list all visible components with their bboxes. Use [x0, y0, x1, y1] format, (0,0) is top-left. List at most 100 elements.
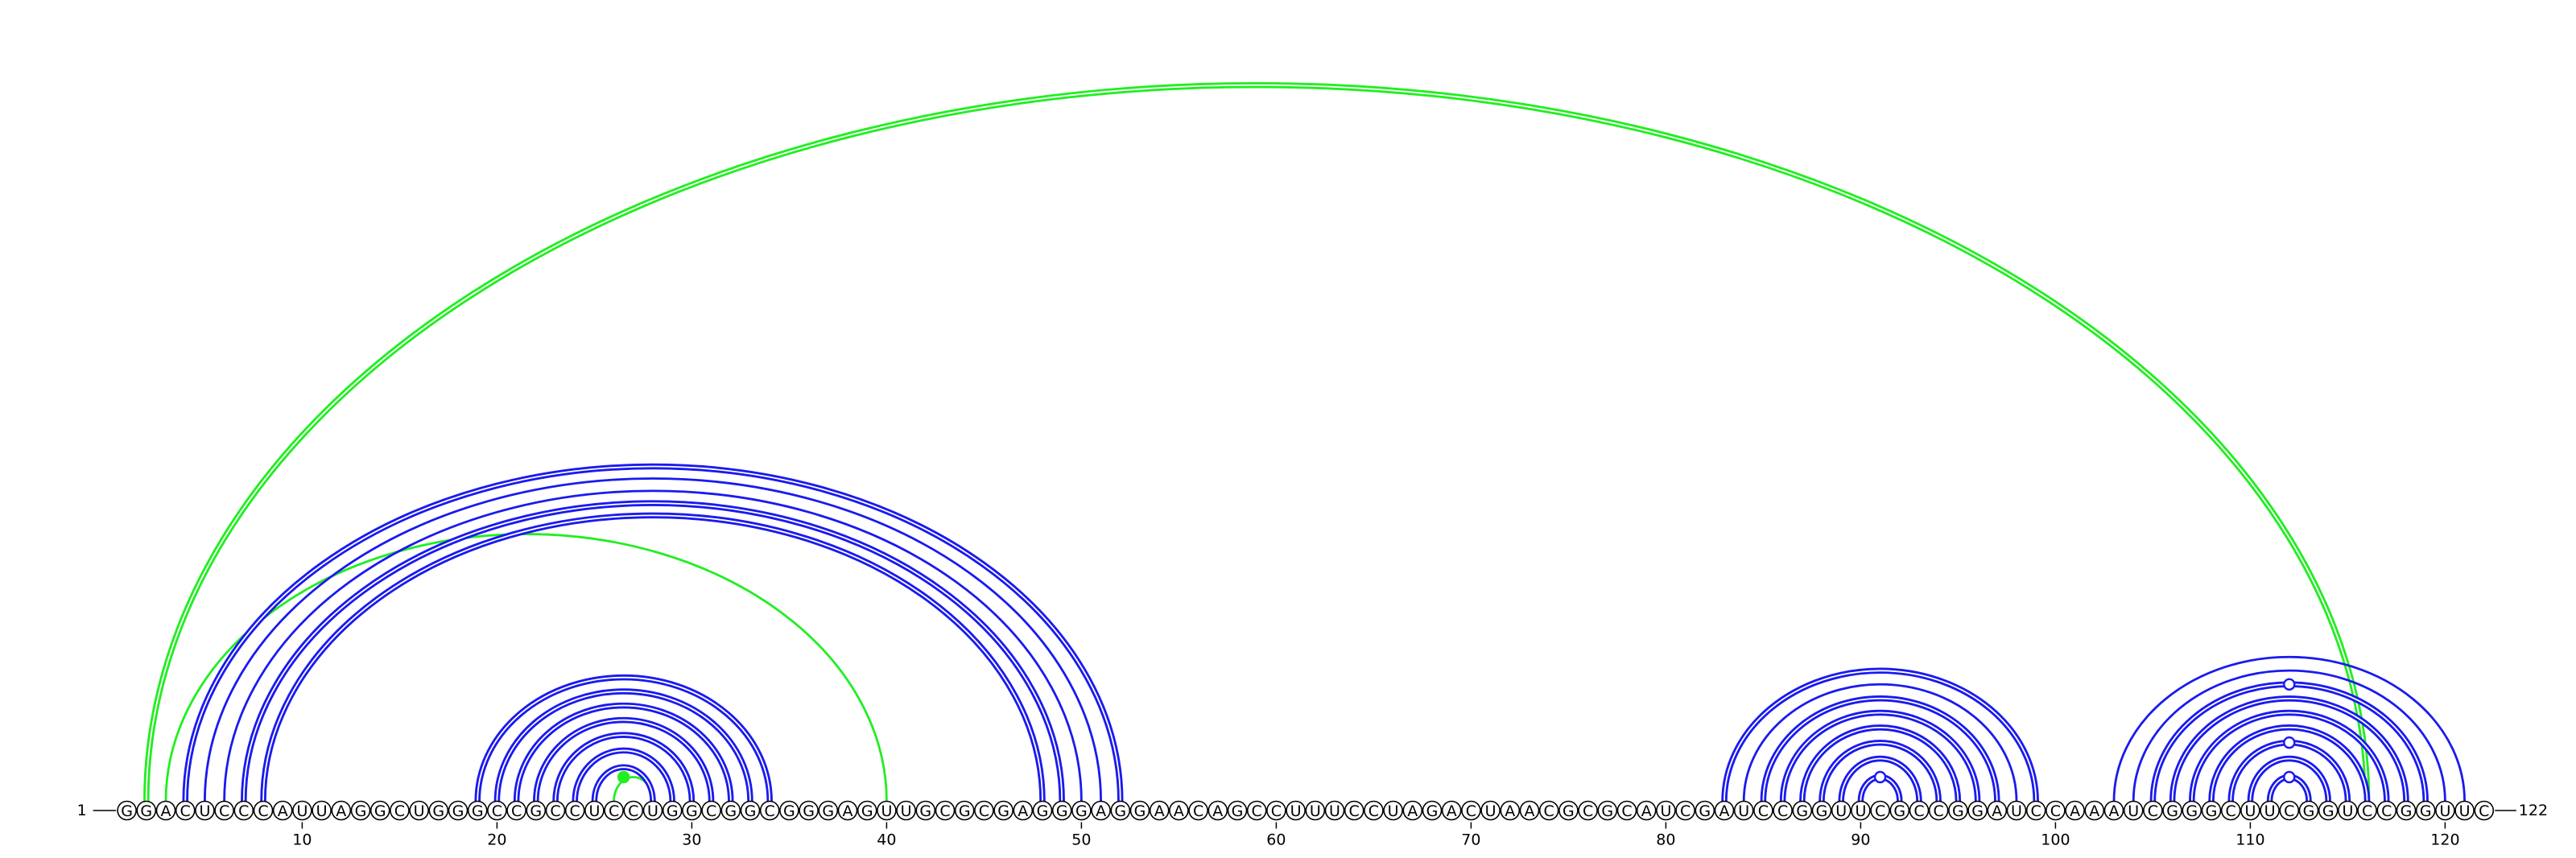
nucleotide-letter: C [1544, 802, 1554, 820]
nucleotide: G [2298, 800, 2319, 821]
tick-label: 50 [1071, 831, 1091, 849]
nucleotide-letter: C [1368, 802, 1379, 820]
nucleotide: C [1870, 800, 1890, 821]
nucleotide-letter: G [2420, 802, 2432, 820]
nucleotide: C [701, 800, 721, 821]
base-pair-arc [1742, 683, 2018, 802]
nucleotide: G [1051, 800, 1072, 821]
nucleotide-letter: G [2166, 802, 2178, 820]
nucleotide: C [1675, 800, 1695, 821]
nucleotide-letter: U [2264, 802, 2276, 820]
nucleotide: U [292, 800, 312, 821]
nucleotide-letter: U [414, 802, 425, 820]
nucleotide-letter: C [1777, 802, 1788, 820]
nucleotide-letter: C [1934, 802, 1944, 820]
nucleotide-letter: C [394, 802, 405, 820]
nucleotide: C [2143, 800, 2163, 821]
nucleotide: C [2279, 800, 2300, 821]
nucleotide: A [1149, 800, 1170, 821]
nucleotide: U [1286, 800, 1306, 821]
nucleotide: U [2454, 800, 2475, 821]
tick-label: 80 [1656, 831, 1675, 849]
nucleotide-letter: G [1114, 802, 1126, 820]
nucleotide-letter: U [1388, 802, 1399, 820]
nucleotide-letter: C [609, 802, 619, 820]
nucleotide-letter: G [1971, 802, 1984, 820]
nucleotide-letter: G [472, 802, 484, 820]
nucleotide-letter: C [2031, 802, 2041, 820]
nucleotide-letter: C [979, 802, 989, 820]
nucleotide-letter: A [1719, 802, 1730, 820]
nucleotide: A [1441, 800, 1462, 821]
nucleotide-letter: A [2109, 802, 2120, 820]
nucleotide: U [2006, 800, 2027, 821]
nucleotide: G [1597, 800, 1618, 821]
axis-tick: 120 [2430, 822, 2460, 849]
nucleotide: A [331, 800, 352, 821]
base-pair-arc [474, 674, 773, 802]
nucleotide: C [1578, 800, 1598, 821]
nucleotide-letter: A [1525, 802, 1535, 820]
pair-marker [2283, 736, 2296, 749]
nucleotide-letter: U [647, 802, 658, 820]
nucleotide-letter: G [724, 802, 737, 820]
nucleotide-letter: C [2381, 802, 2392, 820]
nucleotide-letter: G [1426, 802, 1439, 820]
nucleotide-letter: A [843, 802, 853, 820]
nucleotide: G [1129, 800, 1150, 821]
nucleotide: G [1811, 800, 1832, 821]
axis-tick: 50 [1071, 822, 1091, 849]
nucleotide: G [1032, 800, 1053, 821]
nucleotide-letter: C [939, 802, 950, 820]
base-pair-arc [2247, 755, 2331, 802]
nucleotide: C [545, 800, 566, 821]
nucleotide-letter: C [2050, 802, 2061, 820]
nucleotide-letter: C [492, 802, 502, 820]
nucleotide: C [1928, 800, 1949, 821]
nucleotide-letter: U [1485, 802, 1496, 820]
nucleotide-letter: U [1310, 802, 1321, 820]
nucleotide-letter: G [355, 802, 367, 820]
nucleotide-letter: U [2128, 802, 2139, 820]
sequence-end-label: 122 [2519, 802, 2548, 819]
nucleotide: U [1656, 800, 1676, 821]
nucleotide: A [2065, 800, 2085, 821]
pair-marker [2283, 770, 2296, 784]
nucleotide-letter: G [822, 802, 834, 820]
nucleotide-letter: C [706, 802, 716, 820]
base-pair-arc [204, 477, 1102, 802]
nucleotide-letter: G [1816, 802, 1828, 820]
base-pair-arc [2169, 695, 2409, 802]
tick-label: 10 [292, 831, 312, 849]
nucleotide: G [428, 800, 449, 821]
nucleotide-letter: A [2070, 802, 2080, 820]
base-pair-arc [2112, 655, 2466, 802]
base-pair-arc [223, 489, 1083, 802]
nucleotide: G [1422, 800, 1443, 821]
nucleotide: G [369, 800, 390, 821]
nucleotide: U [2260, 800, 2280, 821]
nucleotide: U [2435, 800, 2455, 821]
base-pair-arc [1818, 739, 1942, 802]
base-pair-arc [1799, 724, 1962, 802]
base-pair-arc [552, 732, 696, 802]
nucleotide: C [1909, 800, 1930, 821]
nucleotide: U [642, 800, 663, 821]
nucleotide: U [1305, 800, 1326, 821]
nucleotide-letter: A [1018, 802, 1028, 820]
nucleotide: G [467, 800, 488, 821]
base-pair-arc [1721, 667, 2039, 802]
nucleotide: G [448, 800, 469, 821]
nucleotide: G [1558, 800, 1579, 821]
nucleotide: G [1889, 800, 1910, 821]
nucleotide: C [1266, 800, 1286, 821]
nucleotide: C [1773, 800, 1793, 821]
tick-label: 30 [682, 831, 701, 849]
nucleotide: G [2396, 800, 2417, 821]
nucleotide: G [1695, 800, 1715, 821]
nucleotide: U [1383, 800, 1403, 821]
nucleotide: G [2318, 800, 2339, 821]
tick-label: 20 [487, 831, 506, 849]
nucleotide-letter: G [1056, 802, 1068, 820]
nucleotide-letter: A [278, 802, 288, 820]
